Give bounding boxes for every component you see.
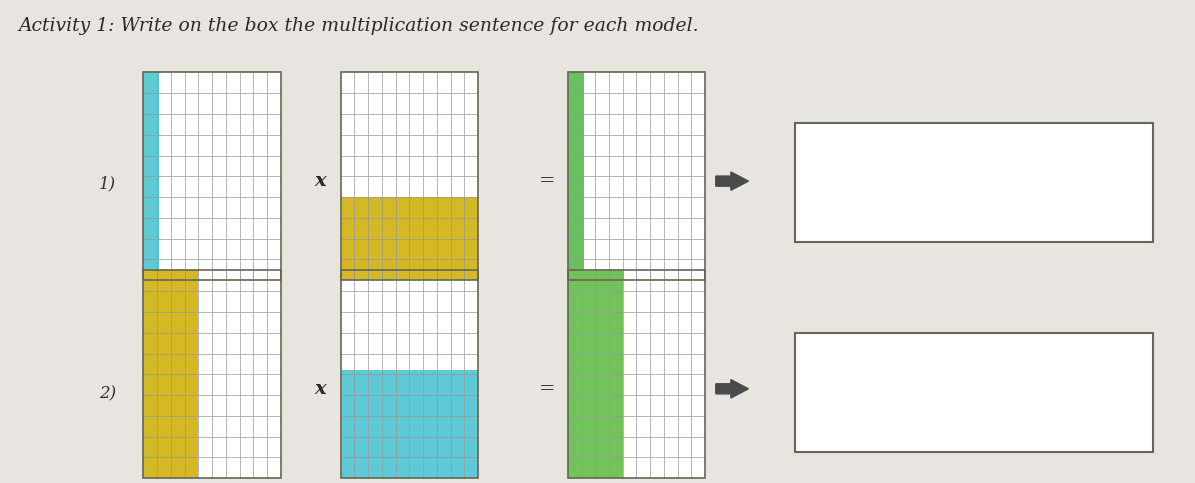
Bar	[795, 123, 1153, 242]
Bar	[143, 72, 281, 280]
Bar	[341, 72, 478, 280]
Text: =: =	[539, 172, 556, 190]
Text: Activity 1: Write on the box the multiplication sentence for each model.: Activity 1: Write on the box the multipl…	[18, 17, 699, 35]
Bar	[341, 270, 478, 478]
Bar	[341, 197, 478, 280]
Bar	[568, 270, 623, 478]
FancyArrow shape	[716, 172, 748, 190]
Bar	[568, 72, 705, 280]
Bar	[143, 270, 281, 478]
Bar	[143, 270, 281, 478]
Text: =: =	[539, 380, 556, 398]
Bar	[341, 72, 478, 280]
Text: 2): 2)	[99, 385, 116, 402]
Bar	[143, 72, 281, 280]
Text: x: x	[314, 380, 326, 398]
Bar	[143, 270, 198, 478]
FancyArrow shape	[716, 380, 748, 398]
Bar	[795, 333, 1153, 452]
Bar	[568, 72, 705, 280]
Bar	[341, 370, 478, 478]
Bar	[568, 72, 584, 280]
Bar	[143, 72, 159, 280]
Text: 1): 1)	[99, 175, 116, 192]
Bar	[341, 270, 478, 478]
Bar	[568, 270, 705, 478]
Text: x: x	[314, 172, 326, 190]
Bar	[568, 270, 705, 478]
